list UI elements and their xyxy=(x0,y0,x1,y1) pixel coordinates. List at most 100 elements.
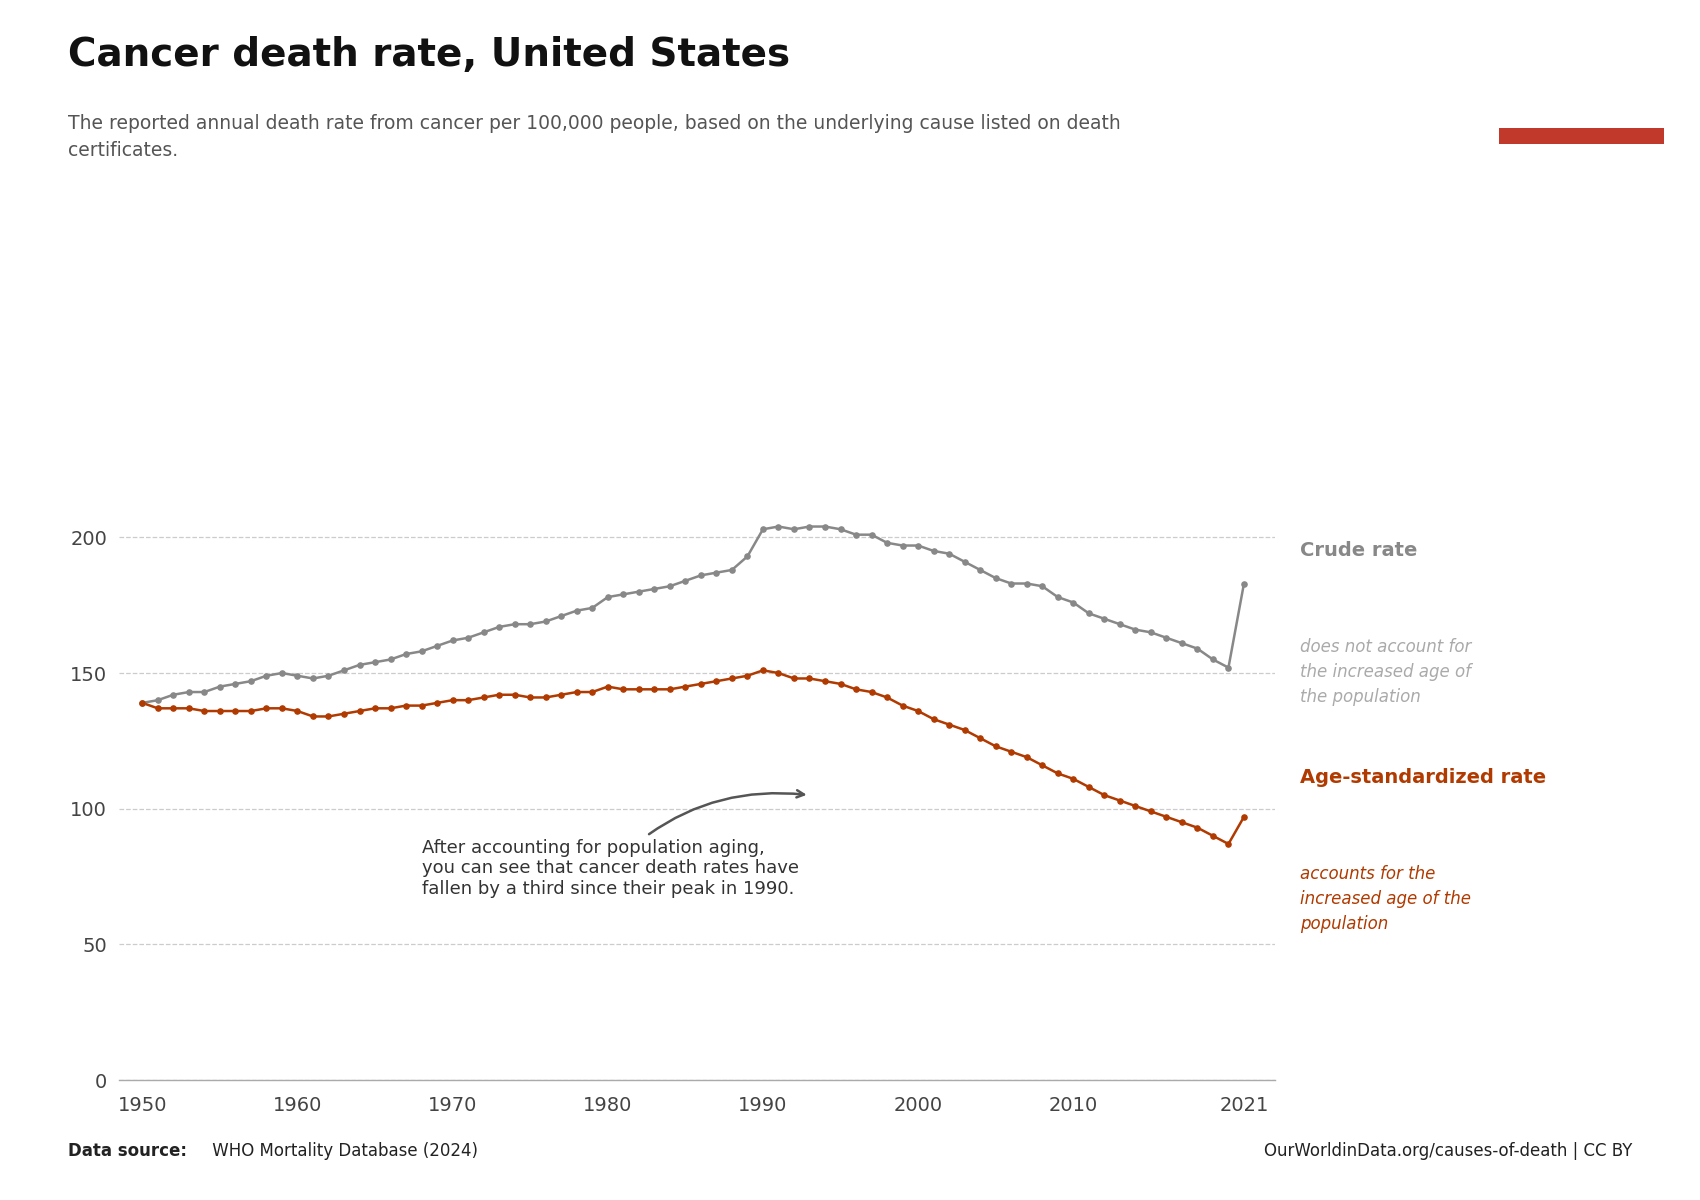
Point xyxy=(144,690,172,709)
Point xyxy=(547,685,575,704)
Point xyxy=(469,688,496,707)
Point xyxy=(1107,791,1134,810)
Point xyxy=(1216,658,1243,677)
Point xyxy=(967,560,994,580)
Point xyxy=(656,679,683,698)
Point xyxy=(780,520,808,539)
Point xyxy=(874,533,901,552)
Text: Our World: Our World xyxy=(1530,53,1634,71)
Point xyxy=(950,720,977,739)
Text: OurWorldinData.org/causes-of-death | CC BY: OurWorldinData.org/causes-of-death | CC … xyxy=(1263,1142,1632,1160)
Point xyxy=(1074,778,1102,797)
Point xyxy=(811,517,838,536)
Point xyxy=(1231,574,1258,593)
Text: Crude rate: Crude rate xyxy=(1300,540,1418,559)
Point xyxy=(253,666,280,685)
Point xyxy=(299,707,326,726)
Point xyxy=(1137,802,1164,821)
Point xyxy=(935,544,962,563)
Point xyxy=(1168,812,1195,832)
Point xyxy=(1198,650,1226,670)
Point xyxy=(1044,764,1071,784)
Point xyxy=(1059,769,1086,788)
Point xyxy=(1122,620,1149,640)
Point xyxy=(1231,808,1258,827)
Point xyxy=(935,715,962,734)
Point xyxy=(454,628,481,647)
Point xyxy=(330,704,357,724)
Point xyxy=(314,666,342,685)
Point xyxy=(983,737,1010,756)
Point xyxy=(393,644,420,664)
Point xyxy=(330,661,357,680)
Point xyxy=(626,679,653,698)
Point xyxy=(314,707,342,726)
Point xyxy=(998,574,1025,593)
Point xyxy=(221,674,248,694)
Point xyxy=(874,688,901,707)
Point xyxy=(502,685,529,704)
Point xyxy=(1216,834,1243,853)
Point xyxy=(345,655,372,674)
Point xyxy=(796,517,823,536)
Text: Age-standardized rate: Age-standardized rate xyxy=(1300,768,1547,787)
Point xyxy=(889,696,916,715)
Point xyxy=(734,666,762,685)
Point xyxy=(1122,797,1149,816)
Point xyxy=(532,612,559,631)
Point xyxy=(345,702,372,721)
Text: The reported annual death rate from cancer per 100,000 people, based on the unde: The reported annual death rate from canc… xyxy=(68,114,1120,160)
Point xyxy=(1153,628,1180,647)
Point xyxy=(641,580,668,599)
Point xyxy=(578,683,605,702)
Point xyxy=(858,683,886,702)
Point xyxy=(780,668,808,688)
Point xyxy=(377,650,405,670)
Point xyxy=(175,683,202,702)
Point xyxy=(206,677,233,696)
Point xyxy=(765,517,792,536)
Point xyxy=(904,536,932,556)
Point xyxy=(765,664,792,683)
Point xyxy=(532,688,559,707)
Point xyxy=(563,601,590,620)
Point xyxy=(517,688,544,707)
Point xyxy=(1091,610,1119,629)
Point xyxy=(702,563,729,582)
Point xyxy=(578,599,605,618)
Point xyxy=(486,685,513,704)
Text: Data source:: Data source: xyxy=(68,1142,187,1160)
Point xyxy=(734,547,762,566)
Point xyxy=(904,702,932,721)
Point xyxy=(672,571,699,590)
Point xyxy=(269,698,296,718)
Point xyxy=(190,702,218,721)
Point xyxy=(998,742,1025,761)
Point xyxy=(826,674,853,694)
Point xyxy=(269,664,296,683)
Point xyxy=(362,653,389,672)
Point xyxy=(843,679,870,698)
Point xyxy=(702,672,729,691)
Point xyxy=(439,690,466,709)
Point xyxy=(221,702,248,721)
Point xyxy=(423,694,451,713)
Point xyxy=(393,696,420,715)
Point xyxy=(610,679,638,698)
Point xyxy=(796,668,823,688)
Point xyxy=(563,683,590,702)
Point xyxy=(1107,614,1134,634)
Text: does not account for
the increased age of
the population: does not account for the increased age o… xyxy=(1300,637,1472,706)
Point xyxy=(826,520,853,539)
Point xyxy=(1028,756,1056,775)
Point xyxy=(641,679,668,698)
Point xyxy=(750,661,777,680)
Bar xyxy=(1499,128,1664,144)
Point xyxy=(253,698,280,718)
Point xyxy=(238,672,265,691)
Point xyxy=(595,677,622,696)
Point xyxy=(469,623,496,642)
Point xyxy=(889,536,916,556)
Point xyxy=(1168,634,1195,653)
Point xyxy=(175,698,202,718)
